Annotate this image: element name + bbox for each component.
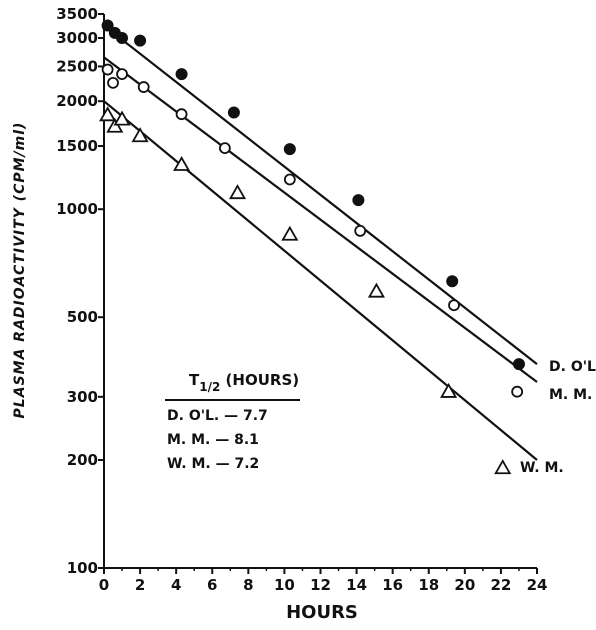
point-filled-circle	[101, 19, 114, 32]
axes	[103, 14, 537, 569]
x-tick-label: 8	[243, 576, 253, 594]
point-filled-circle	[116, 32, 129, 45]
point-open-triangle	[113, 110, 131, 126]
series-label-dol: D. O'L.	[549, 359, 596, 375]
x-tick-label: 24	[527, 576, 548, 594]
point-open-circle	[101, 63, 114, 76]
y-tick-label: 2000	[56, 92, 98, 110]
point-open-circle	[116, 68, 128, 80]
y-tick-label: 500	[67, 308, 98, 326]
x-tick-label: 2	[135, 576, 145, 594]
y-tick-label: 200	[67, 451, 98, 469]
legend-title-t: T	[189, 371, 200, 389]
data-points	[99, 19, 525, 475]
legend-title-rest: (HOURS)	[220, 371, 299, 389]
y-axis-ticks: 100 200 300 500 1000 1500 2000 2500 3000 3500	[56, 5, 104, 577]
legend-row-mm: M. M. — 8.1	[167, 432, 259, 448]
x-tick-label: 20	[454, 576, 475, 594]
fit-line-series-1	[103, 24, 538, 366]
x-tick-label: 0	[99, 576, 109, 594]
legend-title: T1/2 (HOURS)	[189, 371, 299, 394]
point-open-circle	[511, 385, 524, 398]
point-open-circle	[107, 76, 119, 89]
legend-title-sub: 1/2	[199, 380, 220, 394]
point-filled-circle	[175, 68, 188, 81]
x-tick-label: 18	[418, 576, 439, 594]
point-filled-circle	[352, 194, 365, 207]
x-tick-label: 6	[207, 576, 217, 594]
x-axis-title: HOURS	[286, 602, 358, 623]
point-open-circle	[137, 81, 150, 93]
point-open-circle	[283, 173, 296, 186]
x-tick-label: 12	[310, 576, 331, 594]
point-open-circle	[354, 225, 367, 237]
x-tick-label: 14	[346, 576, 367, 594]
fit-lines	[103, 24, 538, 461]
point-open-triangle	[99, 106, 117, 122]
legend: T1/2 (HOURS) D. O'L. — 7.7 M. M. — 8.1 W…	[165, 371, 300, 472]
point-open-circle	[175, 108, 188, 121]
y-tick-label: 1500	[56, 137, 98, 155]
point-open-triangle	[440, 382, 458, 398]
y-axis-title: PLASMA RADIOACTIVITY (CPM/ml)	[12, 122, 28, 419]
point-open-triangle	[131, 127, 149, 143]
legend-row-wm: W. M. — 7.2	[167, 456, 259, 472]
x-tick-label: 4	[171, 576, 181, 594]
point-filled-circle	[227, 106, 240, 119]
y-tick-label: 3500	[56, 5, 98, 23]
legend-row-dol: D. O'L. — 7.7	[167, 408, 268, 424]
fit-line-series-2	[103, 56, 538, 383]
point-filled-circle	[512, 358, 525, 371]
x-tick-label: 10	[274, 576, 295, 594]
y-tick-label: 2500	[56, 57, 98, 75]
x-tick-label: 16	[382, 576, 403, 594]
series-label-mm: M. M.	[549, 387, 592, 403]
y-tick-label: 3000	[56, 29, 98, 47]
point-open-triangle	[494, 459, 512, 475]
point-open-circle	[448, 299, 460, 312]
point-open-triangle	[281, 225, 299, 241]
point-filled-circle	[446, 275, 459, 288]
point-open-triangle	[173, 155, 191, 171]
point-open-triangle	[367, 282, 385, 298]
x-tick-label: 22	[490, 576, 511, 594]
point-filled-circle	[283, 143, 296, 156]
point-open-triangle	[228, 184, 247, 200]
point-open-circle	[218, 142, 231, 155]
y-tick-label: 1000	[56, 200, 98, 218]
point-filled-circle	[134, 34, 147, 47]
point-open-triangle	[106, 117, 124, 133]
x-axis-ticks: 0 2 4 6 8 10 12 14 16 18 20 22 24	[99, 568, 548, 594]
fit-line-series-3	[103, 100, 538, 461]
y-tick-label: 100	[67, 559, 98, 577]
y-tick-label: 300	[67, 388, 98, 406]
series-label-wm: W. M.	[520, 460, 564, 476]
